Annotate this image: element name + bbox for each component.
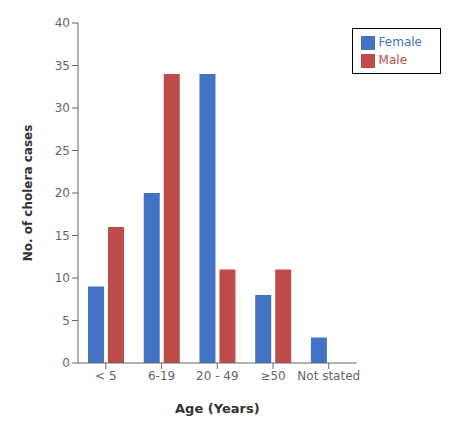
svg-text:Age (Years): Age (Years) — [175, 401, 260, 416]
svg-text:0: 0 — [62, 356, 70, 370]
svg-text:15: 15 — [55, 229, 70, 243]
html-text:Female: Female — [378, 35, 422, 49]
svg-text:Not stated: Not stated — [297, 369, 360, 383]
svg-text:40: 40 — [55, 16, 70, 30]
svg-text:6-19: 6-19 — [148, 369, 175, 383]
svg-text:20 - 49: 20 - 49 — [196, 369, 239, 383]
svg-text:30: 30 — [55, 101, 70, 115]
svg-text:35: 35 — [55, 59, 70, 73]
svg-text:10: 10 — [55, 271, 70, 285]
svg-text:5: 5 — [62, 314, 70, 328]
svg-text:< 5: < 5 — [95, 369, 117, 383]
svg-text:25: 25 — [55, 144, 70, 158]
svg-text:≥50: ≥50 — [260, 369, 285, 383]
svg-text:No. of cholera cases: No. of cholera cases — [21, 125, 35, 262]
html-text:Male: Male — [378, 53, 407, 67]
svg-text:20: 20 — [55, 186, 70, 200]
